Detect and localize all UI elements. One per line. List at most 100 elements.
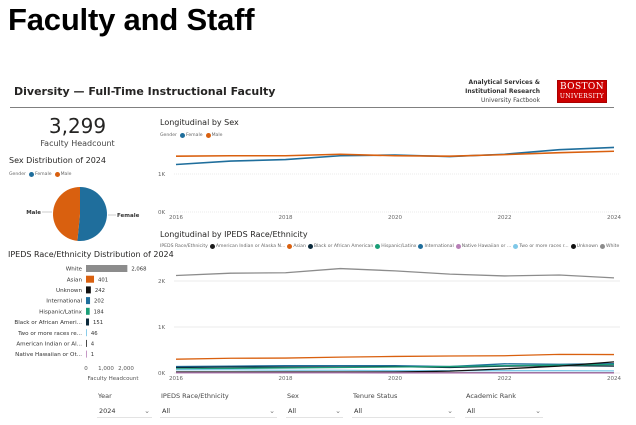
- legend-item-unknown[interactable]: Unknown: [570, 244, 598, 249]
- bar-value-label: 4: [91, 342, 95, 348]
- bar-category-label: Two or more races re...: [17, 331, 82, 337]
- sex-line-legend: Gender Female Male: [160, 133, 222, 138]
- chevron-down-icon: ⌄: [269, 406, 275, 415]
- x-tick-label: 2024: [607, 215, 621, 221]
- sex-dropdown[interactable]: All ⌄: [286, 404, 343, 418]
- bar-value-label: 401: [98, 277, 108, 283]
- race-ethnicity-dropdown[interactable]: All ⌄: [160, 404, 277, 418]
- legend-dot: [513, 244, 519, 249]
- legend-item-black[interactable]: Black or African American: [307, 244, 374, 249]
- org-line-1: Analytical Services &: [468, 79, 540, 86]
- legend-dot-female: [28, 172, 34, 177]
- legend-dot: [307, 244, 313, 249]
- legend-item-female[interactable]: Female: [28, 172, 52, 177]
- legend-item-american_indian[interactable]: American Indian or Alaska N...: [209, 244, 285, 249]
- academic-rank-dropdown[interactable]: All ⌄: [465, 404, 543, 418]
- line-series-international[interactable]: [175, 363, 615, 368]
- sex-line-title: Longitudinal by Sex: [160, 118, 239, 127]
- x-tick-label: 2020: [388, 376, 402, 382]
- sex-pie-legend: Gender Female Male: [9, 172, 71, 177]
- line-series-unknown[interactable]: [176, 361, 615, 373]
- legend-dot: [455, 244, 461, 249]
- legend-label: Two or more races r...: [519, 244, 569, 249]
- logo-line-1: BOSTON: [560, 82, 604, 92]
- kpi-value: 3,299: [48, 114, 107, 138]
- line-series-hispanic[interactable]: [175, 363, 615, 370]
- legend-label: Native Hawaiian or ...: [461, 244, 512, 249]
- bar-native_hawaiian[interactable]: [86, 350, 87, 358]
- legend-item-native_hawaiian[interactable]: Native Hawaiian or ...: [455, 244, 512, 249]
- legend-item-two_more[interactable]: Two or more races r...: [513, 244, 569, 249]
- legend-label: Female: [185, 133, 203, 138]
- year-value: 2024: [99, 406, 116, 415]
- year-dropdown[interactable]: 2024 ⌄: [97, 404, 152, 418]
- race-value: All: [162, 406, 171, 415]
- bar-value-label: 202: [94, 299, 104, 305]
- legend-item-white[interactable]: White: [599, 244, 619, 249]
- bar-xtick-1: 1,000: [98, 366, 114, 372]
- legend-item-asian[interactable]: Asian: [287, 244, 306, 249]
- x-tick-label: 2022: [498, 215, 512, 221]
- tenure-value: All: [354, 406, 363, 415]
- bar-international[interactable]: [86, 297, 91, 305]
- legend-dot: [209, 244, 215, 249]
- x-tick-label: 2018: [279, 215, 293, 221]
- legend-label: Asian: [293, 244, 306, 249]
- sex-pie-chart[interactable]: Male Female: [20, 180, 150, 250]
- legend-title: Gender: [9, 172, 26, 177]
- race-bar-title: IPEDS Race/Ethnicity Distribution of 202…: [8, 250, 174, 259]
- rank-value: All: [467, 406, 476, 415]
- tenure-status-dropdown[interactable]: All ⌄: [352, 404, 455, 418]
- legend-dot-male: [205, 133, 211, 138]
- bar-xtick-0: 0: [84, 366, 88, 372]
- bar-xlabel: Faculty Headcount: [87, 376, 139, 382]
- bar-white[interactable]: [86, 265, 128, 272]
- bar-value-label: 242: [95, 288, 105, 294]
- bar-category-label: Black or African Ameri...: [14, 320, 82, 326]
- race-line-chart[interactable]: 0K 1K 2K 2016 2018 2020 2022 2024: [155, 255, 636, 385]
- pie-slice-female[interactable]: [77, 187, 107, 241]
- slicer-label-year: Year: [98, 392, 112, 400]
- legend-item-international[interactable]: International: [418, 244, 454, 249]
- org-name: Analytical Services & Institutional Rese…: [465, 78, 540, 105]
- legend-item-female[interactable]: Female: [179, 133, 203, 138]
- kpi-label: Faculty Headcount: [40, 139, 115, 148]
- line-series-white[interactable]: [175, 267, 615, 279]
- bar-american_indian[interactable]: [86, 339, 87, 347]
- bar-two_more[interactable]: [86, 329, 87, 337]
- org-line-3: University Factbook: [480, 97, 540, 104]
- bar-asian[interactable]: [86, 275, 95, 283]
- bar-black[interactable]: [86, 318, 90, 326]
- line-series-asian[interactable]: [175, 353, 615, 360]
- bar-hispanic[interactable]: [86, 307, 90, 315]
- pie-label-male: Male: [26, 210, 41, 216]
- bar-value-label: 1: [91, 352, 94, 358]
- legend-item-male[interactable]: Male: [54, 172, 71, 177]
- pie-slice-male[interactable]: [52, 187, 80, 241]
- bar-unknown[interactable]: [86, 286, 91, 294]
- slicer-label-race: IPEDS Race/Ethnicity: [161, 392, 229, 400]
- line-series-two_more[interactable]: [176, 369, 615, 372]
- legend-label: Hispanic/Latinx: [381, 244, 417, 249]
- y-tick-label: 1K: [158, 172, 165, 178]
- report-title: Diversity — Full-Time Instructional Facu…: [14, 85, 276, 98]
- race-line-legend: IPEDS Race/Ethnicity American Indian or …: [160, 244, 619, 249]
- bar-value-label: 151: [93, 320, 103, 326]
- bar-category-label: Hispanic/Latinx: [39, 309, 83, 315]
- legend-dot: [418, 244, 424, 249]
- line-series-male[interactable]: [175, 150, 615, 157]
- legend-label: Male: [211, 133, 223, 138]
- report-canvas: Diversity — Full-Time Instructional Facu…: [0, 70, 636, 425]
- chevron-down-icon: ⌄: [144, 406, 150, 415]
- legend-dot: [599, 244, 605, 249]
- x-tick-label: 2016: [169, 376, 183, 382]
- slicer-label-tenure: Tenure Status: [353, 392, 398, 400]
- x-tick-label: 2024: [607, 376, 621, 382]
- sex-line-chart[interactable]: 0K 1K 2016 2018 2020 2022 2024: [155, 142, 636, 224]
- legend-label: Black or African American: [313, 244, 374, 249]
- bar-xtick-2: 2,000: [118, 366, 134, 372]
- legend-label: Female: [34, 172, 52, 177]
- legend-item-hispanic[interactable]: Hispanic/Latinx: [375, 244, 416, 249]
- legend-item-male[interactable]: Male: [205, 133, 223, 138]
